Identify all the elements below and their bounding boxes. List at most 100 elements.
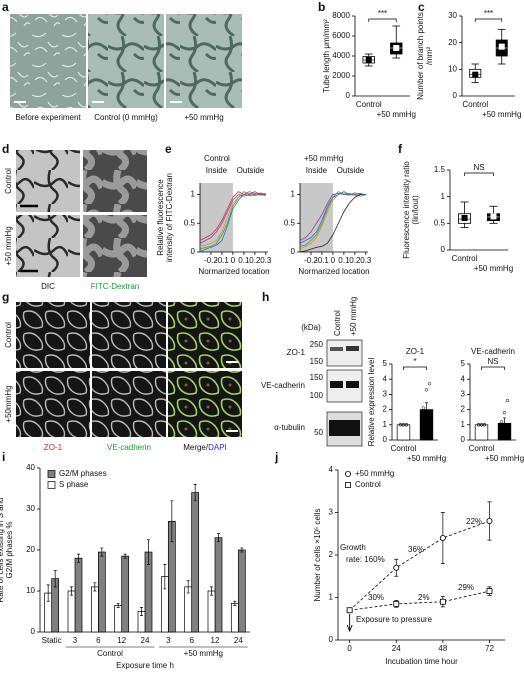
region-label: Outside xyxy=(337,166,365,175)
error-bar xyxy=(210,586,213,596)
mean-marker xyxy=(461,215,468,221)
row-label: Control xyxy=(4,322,13,348)
y-tick-label: 3 xyxy=(329,508,334,517)
error-bar xyxy=(186,580,190,594)
x-tick-label: +50 mmHg xyxy=(482,110,521,119)
x-tick-label: +50 mmHg xyxy=(474,264,513,273)
exposure-arrow xyxy=(346,614,353,633)
bar xyxy=(97,551,106,633)
y-tick-label: 1.5 xyxy=(434,165,446,174)
dapi-label: DAPI xyxy=(208,443,227,452)
group-label: Control xyxy=(204,154,230,163)
mean-marker xyxy=(365,57,372,63)
y-tick-label: 0 xyxy=(453,91,458,100)
legend-swatch xyxy=(47,481,56,489)
y-axis-title: intensity of FITC-Dextran xyxy=(165,173,174,262)
y-axis-title: Relative fluorescence xyxy=(156,179,165,256)
x-axis-title: Normarized location xyxy=(198,267,269,276)
x-tick-label: Control xyxy=(452,254,478,263)
y-tick-label: 1 xyxy=(441,192,446,201)
x-tick-label: 0 xyxy=(231,256,236,265)
x-tick-label: 24 xyxy=(234,636,243,645)
micrograph xyxy=(16,150,80,212)
group-label: Control xyxy=(97,649,123,658)
annotation: rate: 160% xyxy=(346,555,385,564)
protein-label: VE-cadherin xyxy=(261,381,305,390)
significance-label: *** xyxy=(378,9,387,18)
protein-label: ZO-1 xyxy=(287,348,306,357)
data-point xyxy=(486,518,493,525)
column-label: DIC xyxy=(41,282,55,291)
y-tick-label: 0 xyxy=(191,247,196,256)
error-bar xyxy=(425,402,428,417)
x-tick-label: -0.1 xyxy=(215,256,229,265)
x-axis-title: Normarized location xyxy=(298,267,369,276)
panel-letter: i xyxy=(2,450,5,464)
micrograph xyxy=(83,150,147,212)
data-point xyxy=(427,415,432,419)
y-tick-label: 4 xyxy=(383,374,388,383)
y-axis-title: Fluorescence intensity ratio xyxy=(402,161,411,259)
error-bar xyxy=(53,570,57,588)
significance-bracket xyxy=(368,18,397,22)
band xyxy=(330,347,343,351)
x-tick-label: 24 xyxy=(392,644,401,653)
data-point xyxy=(393,600,400,607)
error-bar xyxy=(100,547,104,557)
data-point xyxy=(499,420,504,424)
x-tick-label: 72 xyxy=(485,644,494,653)
annotation: Growth xyxy=(340,543,366,552)
data-point xyxy=(486,588,493,595)
panel-letter: g xyxy=(2,290,9,304)
annotation: 36% xyxy=(408,545,424,554)
data-point xyxy=(502,429,507,433)
bar xyxy=(237,549,246,633)
y-tick-label: 20 xyxy=(26,545,35,554)
data-point xyxy=(505,424,510,428)
band xyxy=(329,420,360,436)
y-tick-label: 1 xyxy=(329,593,334,602)
column-label: ZO-1 xyxy=(44,443,63,452)
y-axis-title: Number of cells ×10⁵ cells xyxy=(313,509,322,602)
image-label: Before experiment xyxy=(15,113,81,122)
image-label: Control (0 mmHg) xyxy=(94,113,158,122)
y-tick-label: 0.5 xyxy=(184,218,196,227)
error-bar xyxy=(233,600,237,606)
micrograph xyxy=(16,371,90,437)
bar xyxy=(67,590,76,633)
x-tick-label: 3 xyxy=(166,636,171,645)
legend-swatch xyxy=(47,470,56,478)
annotation: 22% xyxy=(466,517,482,526)
x-tick-label: 0.2 xyxy=(249,256,261,265)
error-bar xyxy=(77,553,80,563)
error-bar xyxy=(170,500,174,543)
legend-marker xyxy=(344,470,351,477)
y-tick-label: 3 xyxy=(383,390,388,399)
y-tick-label: 0 xyxy=(383,435,388,444)
image-label: +50 mmHg xyxy=(184,113,223,122)
data-point xyxy=(502,410,507,415)
y-tick-label: 4000 xyxy=(332,51,350,60)
error-bar xyxy=(240,547,244,553)
legend-label: G2/M phases xyxy=(59,469,107,478)
row-label: +50mmHg xyxy=(4,385,13,422)
series-line xyxy=(199,191,266,250)
x-tick-label: Control xyxy=(356,100,382,109)
column-label: VE-cadherin xyxy=(107,443,151,452)
y-tick-label: 10 xyxy=(26,586,35,595)
y-axis-title: Rate of cells existing in S and xyxy=(0,498,5,603)
micrograph xyxy=(92,371,166,437)
y-tick-label: 0.5 xyxy=(284,218,296,227)
panel-g-images: Control +50mmHg ZO-1 VE-cadherin Merge/D… xyxy=(4,302,242,452)
y-tick-label: 5 xyxy=(383,359,388,368)
series-line xyxy=(199,191,266,253)
mean-marker xyxy=(393,45,400,51)
lane-label: +50 mmHg xyxy=(349,297,358,336)
micrograph xyxy=(16,302,90,368)
bar xyxy=(74,557,83,633)
series-line xyxy=(199,191,266,244)
series-line xyxy=(199,191,266,241)
series-line xyxy=(349,520,490,611)
micrograph xyxy=(168,302,242,368)
